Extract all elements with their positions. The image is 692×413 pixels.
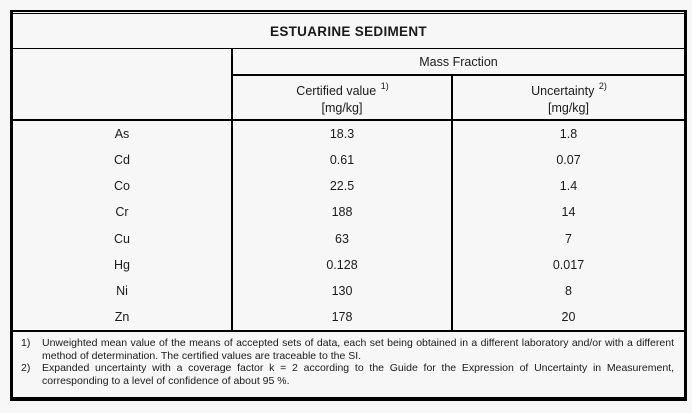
footnotes-section: 1) Unweighted mean value of the means of… — [13, 330, 684, 397]
empty-header-cell — [13, 76, 233, 119]
uncertainty-unit: [mg/kg] — [548, 100, 589, 115]
element-cell: As — [13, 121, 233, 148]
table-row: Cd 0.61 0.07 — [13, 147, 684, 174]
certified-value-cell: 178 — [233, 303, 453, 330]
certified-value-cell: 0.61 — [233, 147, 453, 174]
table-row: Ni 130 8 — [13, 277, 684, 304]
certified-value-header: Certified value 1) [mg/kg] — [233, 76, 453, 119]
footnote-1-marker: 1) — [21, 337, 31, 349]
uncertainty-cell: 0.07 — [556, 153, 581, 168]
footnote-ref-2: 2) — [598, 81, 607, 92]
element-cell: Zn — [13, 303, 233, 330]
uncertainty-cell: 20 — [561, 309, 576, 324]
element-cell: Cu — [13, 225, 233, 252]
element-cell: Co — [13, 173, 233, 200]
table-row: As 18.3 1.8 — [13, 121, 684, 148]
uncertainty-cell: 7 — [565, 231, 572, 246]
table-row: Cr 188 14 — [13, 199, 684, 226]
table-row: Hg 0.128 0.017 — [13, 251, 684, 278]
certified-value-unit: [mg/kg] — [321, 100, 363, 115]
uncertainty-cell: 1.4 — [559, 179, 578, 194]
table-inner: ESTUARINE SEDIMENT Mass Fraction Certifi… — [13, 13, 684, 397]
certified-value-cell: 0.128 — [233, 251, 453, 278]
uncertainty-cell: 8 — [565, 283, 572, 298]
element-cell: Cr — [13, 199, 233, 226]
table-row: Zn 178 20 — [13, 303, 684, 330]
element-cell: Cd — [13, 147, 233, 174]
empty-corner-cell — [13, 49, 233, 76]
data-rows: As 18.3 1.8 Cd 0.61 0.07 Co 22.5 1.4 Cr … — [13, 121, 684, 330]
footnote-2-marker: 2) — [21, 362, 31, 374]
uncertainty-cell: 1.8 — [559, 127, 578, 142]
group-header-row: Mass Fraction — [13, 49, 684, 76]
footnote-1-text: Unweighted mean value of the means of ac… — [42, 337, 674, 362]
uncertainty-cell: 14 — [561, 205, 576, 220]
certified-value-cell: 18.3 — [233, 121, 453, 148]
certified-value-cell: 22.5 — [233, 173, 453, 200]
element-cell: Ni — [13, 277, 233, 304]
table-row: Co 22.5 1.4 — [13, 173, 684, 200]
uncertainty-label: Uncertainty 2) — [531, 81, 607, 99]
certified-value-cell: 188 — [233, 199, 453, 226]
footnote-2: 2) Expanded uncertainty with a coverage … — [18, 362, 674, 387]
footnote-ref-1: 1) — [380, 81, 389, 92]
certified-value-cell: 130 — [233, 277, 453, 304]
uncertainty-header: Uncertainty 2) [mg/kg] — [453, 76, 684, 119]
uncertainty-cell: 0.017 — [552, 257, 585, 272]
table-title: ESTUARINE SEDIMENT — [13, 14, 684, 49]
table-row: Cu 63 7 — [13, 225, 684, 252]
mass-fraction-header: Mass Fraction — [233, 49, 684, 76]
certified-value-cell: 63 — [233, 225, 453, 252]
column-header-row: Certified value 1) [mg/kg] Uncertainty 2… — [13, 76, 684, 121]
certificate-table: ESTUARINE SEDIMENT Mass Fraction Certifi… — [10, 10, 687, 401]
footnote-1: 1) Unweighted mean value of the means of… — [18, 337, 674, 362]
certified-value-label: Certified value 1) — [296, 81, 389, 99]
footnote-2-text: Expanded uncertainty with a coverage fac… — [42, 362, 674, 387]
element-cell: Hg — [13, 251, 233, 278]
